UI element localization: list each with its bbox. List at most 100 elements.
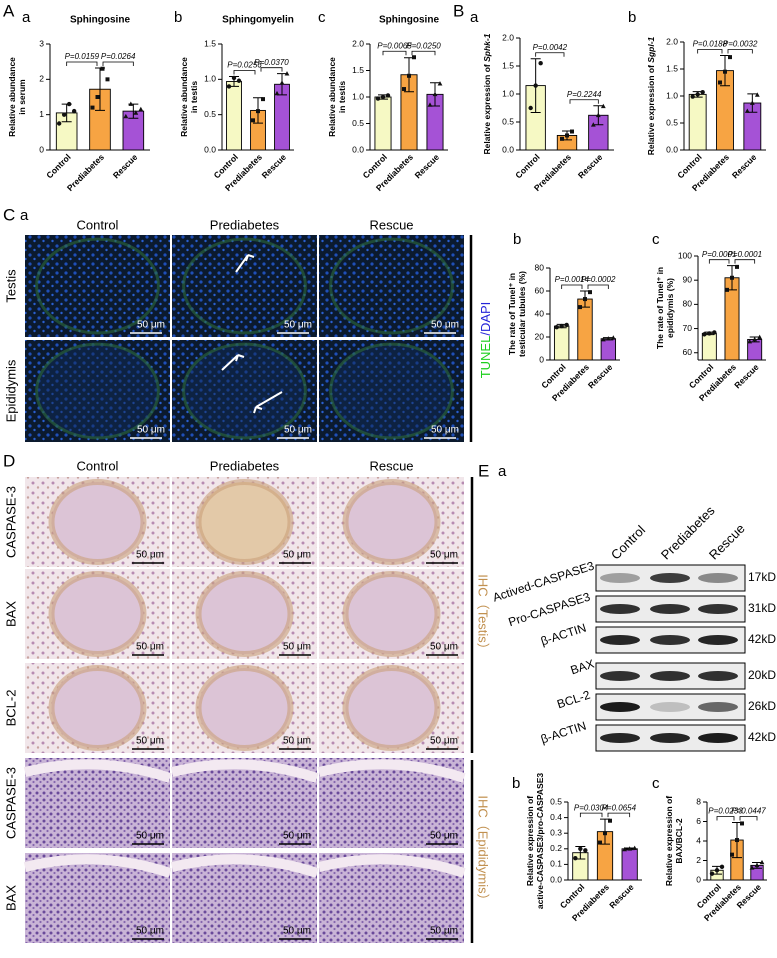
data-point — [71, 108, 77, 114]
data-point — [533, 83, 538, 88]
y-tick-label: 0.3 — [550, 827, 562, 837]
y-axis-label: BAX/BCL-2 — [674, 818, 684, 864]
data-point — [402, 87, 406, 92]
data-point — [744, 108, 750, 113]
data-point — [707, 331, 712, 336]
x-tick-label: Rescue — [586, 362, 615, 391]
y-tick-label: 1.0 — [352, 91, 364, 101]
panel-label: b — [513, 231, 521, 248]
x-tick-label: Rescue — [607, 882, 636, 911]
section-label: B — [453, 1, 464, 20]
significance-bracket — [587, 284, 609, 289]
bar — [374, 96, 392, 151]
data-point — [632, 845, 638, 850]
data-point — [740, 821, 744, 826]
data-point — [712, 330, 717, 335]
y-tick-label: 2.0 — [666, 36, 678, 46]
protein-label: β-ACTIN — [539, 719, 588, 747]
epithelium — [170, 854, 319, 878]
scale-bar-label: 50 μm — [284, 425, 312, 436]
data-point — [752, 336, 758, 342]
data-point — [598, 840, 602, 845]
bar — [226, 81, 242, 151]
y-axis-label: Relative abundance — [179, 57, 189, 137]
x-tick-label: Control — [44, 152, 72, 180]
data-point — [595, 112, 601, 118]
panel-label: c — [318, 9, 326, 26]
row-header: Testis — [3, 269, 18, 303]
lane-label: Rescue — [706, 521, 748, 563]
significance-bracket — [727, 49, 753, 54]
y-tick-label: 0.2 — [550, 843, 562, 853]
blot-band — [650, 573, 690, 583]
x-tick-label: Rescue — [111, 152, 140, 181]
chart-title: Sphingosine — [379, 15, 439, 26]
chart-title: Sphingomyelin — [222, 15, 294, 26]
p-value: P=0.0654 — [602, 803, 637, 812]
panel-label: b — [628, 9, 636, 26]
fluorescence-image — [25, 235, 170, 337]
data-point — [236, 78, 242, 83]
data-point — [578, 305, 582, 310]
section-label: A — [3, 1, 15, 20]
data-point — [578, 846, 583, 851]
y-tick-label: 1.0 — [204, 74, 216, 84]
y-tick-label: 1.0 — [502, 88, 514, 98]
data-point — [570, 129, 574, 134]
p-value: P=0.0014 — [555, 275, 590, 284]
scale-bar-label: 50 μm — [283, 736, 311, 747]
y-axis-label: active-CASPASE3/pro-CASPASE3 — [535, 773, 545, 909]
x-tick-label: Rescue — [732, 362, 761, 391]
y-axis-label-text: Relative expression of — [482, 62, 492, 155]
y-axis-label: Relative abundance — [7, 57, 17, 137]
p-value: P=0.0001 — [728, 250, 762, 259]
data-point — [749, 865, 755, 870]
data-point — [719, 864, 725, 870]
column-header: Rescue — [369, 458, 413, 473]
y-axis-label-text: in testis — [189, 81, 199, 113]
data-point — [610, 335, 616, 340]
data-point — [56, 121, 62, 126]
significance-bracket — [535, 52, 565, 57]
chart-title: Sphingosine — [70, 15, 130, 26]
blot-band — [600, 671, 640, 681]
tissue-outline — [182, 342, 307, 440]
blot-band — [698, 635, 738, 645]
blot-band — [650, 671, 690, 681]
tissue-outline — [329, 342, 454, 440]
y-tick-label: 1.5 — [352, 65, 364, 75]
y-tick-label: 80 — [535, 262, 545, 272]
data-point — [560, 136, 564, 141]
significance-bracket — [734, 259, 756, 264]
x-tick-label: Rescue — [413, 152, 442, 181]
significance-bracket — [102, 61, 134, 67]
blot-band — [650, 733, 690, 743]
scale-bar-label: 50 μm — [136, 831, 164, 842]
y-axis-label: epididymis (%) — [665, 278, 675, 338]
data-point — [590, 122, 596, 127]
y-axis-label-text: Relative abundance — [179, 57, 189, 137]
blot-band — [650, 635, 690, 645]
panel-label: b — [174, 9, 182, 26]
scale-bar-label: 50 μm — [430, 831, 458, 842]
data-point — [714, 868, 720, 873]
y-tick-label: 80 — [683, 299, 693, 309]
y-axis-label-gene: Sgpl-1 — [646, 36, 656, 62]
data-point — [554, 325, 559, 330]
y-tick-label: 1.0 — [666, 90, 678, 100]
data-point — [231, 75, 237, 81]
row-header: CASPASE-3 — [3, 486, 18, 558]
blot-band — [600, 573, 640, 583]
y-axis-label: Relative expression of — [664, 796, 674, 886]
data-point — [690, 94, 695, 99]
scale-bar-label: 50 μm — [137, 320, 165, 331]
data-point — [66, 101, 72, 107]
p-value: P=0.0447 — [731, 807, 766, 816]
epithelium — [23, 759, 172, 783]
y-tick-label: 1.5 — [502, 60, 514, 70]
tissue-outline — [329, 237, 454, 335]
y-axis-label-text: The rate of Tunel⁺ in — [507, 273, 517, 355]
data-point — [723, 69, 727, 74]
blot-band — [600, 702, 640, 712]
